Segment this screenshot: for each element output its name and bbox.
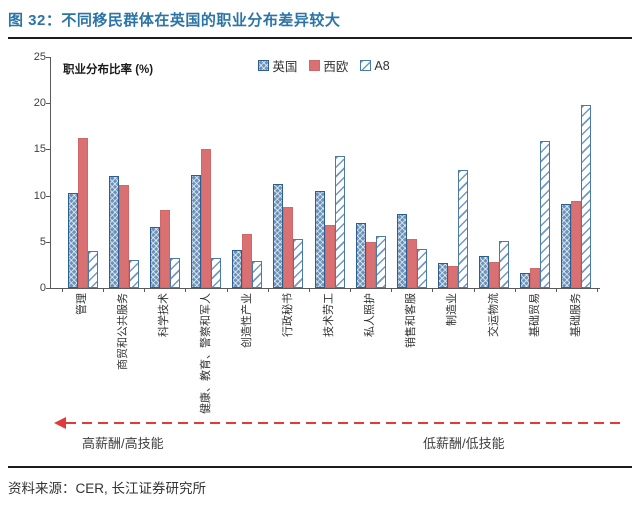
bar-a8-2 (169, 258, 180, 288)
bar-a8-8 (416, 249, 427, 288)
bar-a8-0 (87, 251, 98, 288)
y-tick (46, 241, 50, 243)
x-category-label: 管理 (76, 293, 89, 315)
bar-uk-4 (232, 250, 243, 288)
bar-a8-3 (211, 258, 222, 288)
x-category-label: 基础服务 (569, 293, 582, 337)
x-tick (514, 288, 516, 292)
bar-a8-9 (457, 169, 468, 288)
y-tick-label: 10 (33, 189, 46, 202)
bar-west-europe-0 (77, 138, 88, 288)
y-tick-label: 0 (39, 282, 46, 294)
x-tick (103, 288, 105, 292)
x-axis (50, 288, 600, 289)
x-tick (267, 288, 269, 292)
bar-uk-6 (314, 190, 325, 288)
bar-uk-9 (437, 263, 448, 288)
x-category-label: 私人照护 (364, 293, 377, 337)
y-axis (50, 57, 51, 288)
figure-title: 图 32：不同移民群体在英国的职业分布差异较大 (8, 12, 341, 29)
y-tick-label: 25 (33, 51, 46, 63)
y-tick-label: 20 (33, 97, 46, 110)
bar-a8-6 (334, 155, 345, 288)
bar-west-europe-6 (324, 225, 335, 288)
x-category-label: 技术劳工 (323, 293, 335, 337)
skill-gradient-arrow (66, 422, 622, 424)
chart-legend: 英国 西欧 A8 (50, 56, 598, 75)
x-tick (226, 288, 228, 292)
bar-a8-7 (375, 236, 386, 288)
y-tick (46, 288, 50, 289)
bar-uk-10 (479, 255, 490, 288)
bar-uk-12 (561, 203, 572, 288)
x-tick (185, 288, 187, 292)
axis-title: 职业分布比率 (%) (63, 64, 154, 76)
bar-west-europe-12 (571, 201, 582, 288)
x-tick (555, 288, 557, 292)
annotation-low-pay: 低薪酬/低技能 (423, 436, 505, 451)
x-tick (144, 288, 146, 292)
legend-marker-west-europe-icon (309, 60, 321, 71)
legend-item-uk: 英国 (258, 56, 297, 75)
x-category-label: 创造性产业 (240, 293, 253, 348)
x-tick (350, 288, 352, 292)
bar-uk-5 (273, 183, 284, 288)
x-tick (391, 288, 393, 292)
footer-divider (8, 466, 632, 468)
bar-a8-5 (293, 239, 304, 288)
bar-a8-1 (128, 260, 139, 288)
x-tick (62, 288, 63, 292)
x-category-label: 交运物流 (487, 293, 500, 337)
bar-west-europe-11 (530, 267, 541, 288)
bar-west-europe-9 (447, 265, 458, 288)
x-tick (473, 288, 475, 292)
bar-west-europe-3 (201, 149, 212, 288)
bar-west-europe-5 (283, 206, 294, 288)
bar-uk-0 (67, 192, 78, 288)
x-category-label: 行政秘书 (281, 293, 294, 337)
bar-west-europe-7 (365, 241, 376, 288)
x-category-label: 销售和客服 (405, 293, 418, 348)
x-tick (597, 288, 598, 292)
bar-uk-8 (396, 214, 407, 288)
legend-item-a8: A8 (360, 58, 390, 73)
legend-label: 英国 (272, 60, 298, 74)
bar-a8-11 (540, 141, 551, 288)
bar-west-europe-8 (406, 239, 417, 288)
x-tick (308, 288, 310, 292)
legend-item-west-europe: 西欧 (309, 56, 348, 75)
bar-a8-12 (581, 105, 592, 288)
x-category-label: 制造业 (446, 293, 459, 326)
x-tick (432, 288, 434, 292)
y-tick-label: 15 (33, 143, 46, 156)
bar-a8-10 (499, 240, 510, 288)
bar-uk-3 (191, 175, 202, 288)
legend-marker-uk-icon (258, 60, 270, 71)
y-tick (46, 103, 50, 105)
bar-uk-7 (355, 223, 366, 288)
legend-label: A8 (374, 58, 390, 73)
x-category-label: 商贸和公共服务 (117, 293, 130, 370)
bar-a8-4 (252, 261, 263, 288)
bar-uk-1 (108, 176, 119, 288)
bar-west-europe-2 (159, 210, 170, 288)
legend-marker-a8-icon (360, 60, 372, 71)
bar-uk-11 (520, 273, 531, 288)
bar-west-europe-10 (489, 262, 500, 288)
arrow-left-head-icon (54, 417, 66, 429)
bar-west-europe-4 (242, 234, 253, 288)
title-divider (8, 37, 632, 39)
legend-label: 西欧 (323, 60, 349, 74)
x-category-label: 健康、教育、警察和军人 (199, 293, 212, 414)
x-category-label: 科学技术 (158, 293, 171, 337)
bar-west-europe-1 (118, 184, 129, 288)
bar-uk-2 (149, 227, 160, 288)
x-category-label: 基础贸易 (528, 293, 541, 337)
annotation-high-pay: 高薪酬/高技能 (82, 436, 164, 451)
data-source: 资料来源：CER, 长江证券研究所 (8, 481, 207, 496)
y-tick-label: 5 (39, 235, 46, 248)
y-tick (46, 149, 50, 151)
y-tick (46, 195, 50, 197)
